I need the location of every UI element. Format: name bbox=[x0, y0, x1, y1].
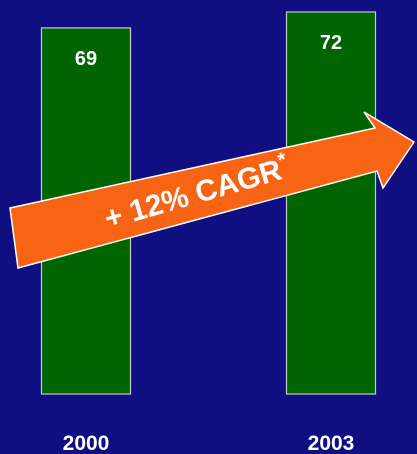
bar-2003 bbox=[285, 11, 377, 395]
cagr-arrow-shape bbox=[9, 111, 416, 269]
value-labels: 69 72 bbox=[75, 32, 342, 70]
cagr-arrow: + 12% CAGR* bbox=[9, 111, 416, 269]
value-label-2003: 72 bbox=[320, 32, 342, 54]
value-label-2000: 69 bbox=[75, 48, 97, 70]
category-labels: 2000 2003 bbox=[63, 432, 355, 454]
category-label-2000: 2000 bbox=[63, 432, 110, 454]
category-label-2003: 2003 bbox=[308, 432, 355, 454]
